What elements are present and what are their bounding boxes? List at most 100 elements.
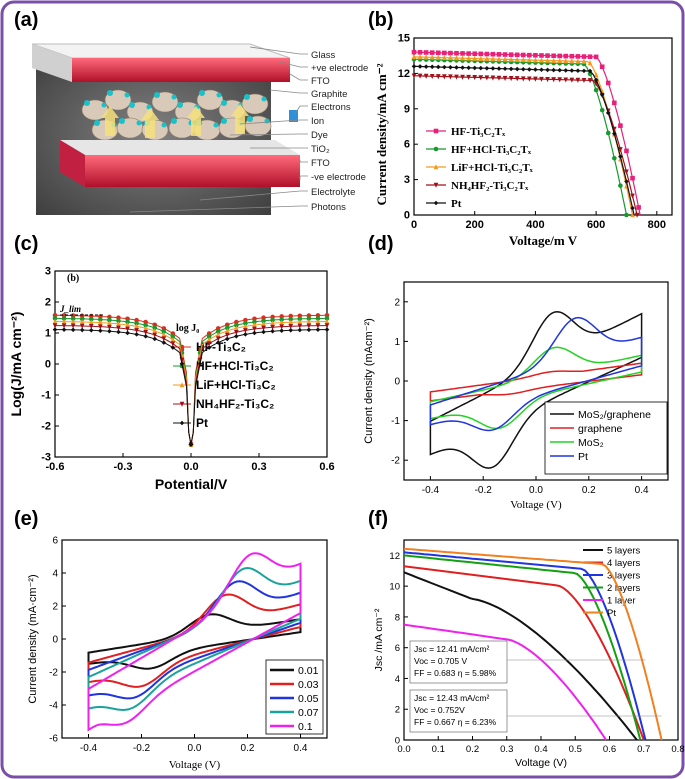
data-point-hf-hcl-ti-c xyxy=(61,316,67,321)
schematic-label-fto: FTO xyxy=(311,158,330,169)
y-tick-label: 0 xyxy=(395,736,400,747)
label-leader-lines xyxy=(129,46,308,213)
y-tick-label: 9 xyxy=(404,103,410,115)
data-point-hf-ti-c-t xyxy=(484,51,490,57)
legend-label-0-01: 0.01 xyxy=(298,665,319,677)
data-point-hf-ti-c-t xyxy=(423,50,429,55)
data-point-nh-hf-ti-c-t xyxy=(557,77,562,83)
data-point-nh-hf-ti-c-t xyxy=(587,78,593,84)
data-point-pt xyxy=(197,361,203,367)
series-line-2-layers xyxy=(403,554,642,741)
y-tick-label: 8 xyxy=(395,612,400,623)
data-point-lif-hcl-ti-c-t xyxy=(520,57,526,63)
data-point-lif-hcl-ti-c-t xyxy=(533,57,538,63)
data-point-hf-hcl-ti-c xyxy=(107,317,112,323)
y-tick-label: 1 xyxy=(394,337,400,348)
dye-molecule-b-12 xyxy=(213,122,219,128)
x-tick-label: 600 xyxy=(587,219,605,231)
data-point-nh-hf-ti-c xyxy=(288,323,294,330)
schematic-label-electrolyte: Electrolyte xyxy=(311,187,355,198)
data-point-pt xyxy=(593,77,599,83)
data-point-pt xyxy=(484,65,490,71)
data-point-hf-ti-c-t xyxy=(605,80,611,86)
data-point-hf-ti-c-t xyxy=(630,175,635,181)
photon-arrow-3 xyxy=(231,104,249,134)
data-point-lif-hcl-ti-c xyxy=(279,319,284,325)
data-point-pt xyxy=(569,68,575,73)
data-point-lif-hcl-ti-c xyxy=(243,323,248,329)
y-tick-label: 3 xyxy=(404,174,410,186)
x-tick-label: 800 xyxy=(648,219,666,231)
data-point-hf-hcl-ti-c xyxy=(170,334,176,339)
data-point-nh-hf-ti-c xyxy=(134,328,139,334)
x-tick-label: 0.0 xyxy=(529,485,543,496)
data-point-hf-ti-c-t xyxy=(478,51,484,57)
data-point-lif-hcl-ti-c xyxy=(70,318,76,325)
data-point-lif-hcl-ti-c xyxy=(170,336,176,342)
data-point-hf-hcl-ti-c xyxy=(79,316,85,322)
data-point-hf-ti-c-t xyxy=(472,51,478,57)
data-point-hf-hcl-ti-c-t xyxy=(605,130,611,136)
data-point-lif-hcl-ti-c-t xyxy=(551,57,556,63)
y-axis-label: Current density (mA·cm⁻²) xyxy=(27,574,39,703)
data-point-nh-hf-ti-c-t xyxy=(448,74,453,80)
photon-arrow-0 xyxy=(101,106,119,136)
y-tick-label: 6 xyxy=(52,536,58,547)
leader-line-6 xyxy=(229,133,308,136)
dye-molecule-7 xyxy=(244,94,250,100)
legend-label-pt: Pt xyxy=(451,198,462,210)
data-point-nh-hf-ti-c-t xyxy=(411,73,417,79)
data-point-nh-hf-ti-c xyxy=(297,323,303,329)
y-tick-label: 2 xyxy=(394,297,400,308)
legend-marker-nh-hf-ti-c-t xyxy=(433,182,439,188)
data-point-pt xyxy=(52,327,58,332)
legend-marker-pt xyxy=(179,420,185,426)
data-point-pt xyxy=(448,64,453,70)
data-point-hf-ti-c-t xyxy=(514,52,520,58)
data-point-lif-hcl-ti-c-t xyxy=(435,54,441,60)
x-tick-label: 0.6 xyxy=(603,744,616,755)
data-point-hf-ti-c-t xyxy=(575,54,581,59)
data-point-pt xyxy=(306,327,312,333)
data-point-hf-hcl-ti-c xyxy=(306,316,312,321)
x-axis-label: Voltage/m V xyxy=(509,233,578,248)
leader-line-10 xyxy=(199,190,308,201)
data-point-nh-hf-ti-c xyxy=(315,323,321,329)
data-point-pt xyxy=(152,336,158,342)
data-point-pt xyxy=(270,328,275,334)
data-point-pt xyxy=(575,68,581,74)
y-axis-label: Current density (mAcm⁻²) xyxy=(363,318,375,444)
dssc-schematic: Glass +ve electrode FTO Graphite Electrons Io… xyxy=(31,43,368,215)
leader-line-1 xyxy=(279,61,308,68)
data-point-pt xyxy=(79,327,85,333)
data-point-hf-ti-c-t xyxy=(593,54,599,60)
y-tick-label: 6 xyxy=(395,643,400,654)
x-tick-label: 0.1 xyxy=(432,744,445,755)
data-point-nh-hf-ti-c-t xyxy=(435,74,441,80)
leader-line-9 xyxy=(299,175,308,180)
data-point-pt xyxy=(514,66,520,72)
data-point-nh-hf-ti-c-t xyxy=(581,77,587,84)
schematic-label-ve-electrode: -ve electrode xyxy=(311,172,366,183)
data-point-hf-ti-c-t xyxy=(454,50,459,56)
data-point-lif-hcl-ti-c-t xyxy=(429,54,435,60)
schematic-label-graphite: Graphite xyxy=(311,89,347,100)
data-point-hf-hcl-ti-c xyxy=(125,319,130,325)
data-point-hf-hcl-ti-c xyxy=(88,316,94,322)
x-tick-label: -0.2 xyxy=(475,485,493,496)
data-point-hf-ti-c-t xyxy=(460,51,465,56)
data-point-lif-hcl-ti-c xyxy=(88,319,94,325)
data-point-lif-hcl-ti-c-t xyxy=(527,57,532,63)
data-point-nh-hf-ti-c xyxy=(116,325,121,331)
data-point-hf-hcl-ti-c xyxy=(70,316,76,321)
data-point-nh-hf-ti-c xyxy=(170,341,176,347)
data-point-nh-hf-ti-c xyxy=(279,324,284,330)
y-tick-label: -2 xyxy=(49,668,58,679)
top-glass-face xyxy=(31,43,291,59)
y-tick-label: 0 xyxy=(52,635,58,646)
photon-arrow-2 xyxy=(187,106,205,136)
data-point-lif-hcl-ti-c xyxy=(261,321,266,327)
schematic-label-dye: Dye xyxy=(311,130,328,141)
data-point-hf-ti-c-t xyxy=(551,53,556,59)
data-point-pt xyxy=(533,67,538,72)
